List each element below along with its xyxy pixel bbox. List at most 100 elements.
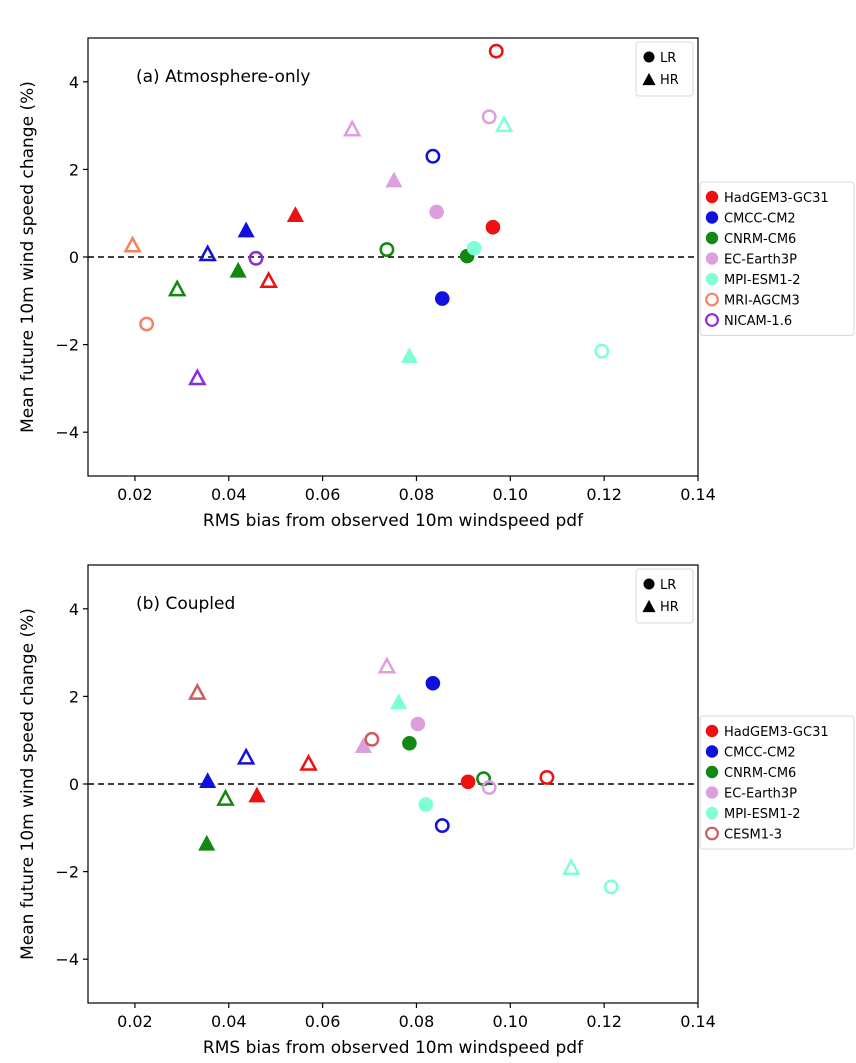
legend-marker-hadgem3-gc31 bbox=[705, 724, 719, 738]
x-tick-label: 0.08 bbox=[399, 485, 435, 504]
panel-label: (a) Atmosphere-only bbox=[136, 67, 310, 87]
x-tick-label: 0.10 bbox=[492, 485, 528, 504]
y-tick-label: −2 bbox=[55, 336, 79, 355]
legend-marker-mri-agcm3 bbox=[705, 292, 719, 307]
point-nicam-1-6-lr-open bbox=[248, 250, 264, 266]
x-tick-label: 0.06 bbox=[305, 485, 341, 504]
shape-legend: LR HR bbox=[635, 568, 694, 624]
point-mri-agcm3-hr-open bbox=[123, 235, 142, 253]
x-tick-label: 0.02 bbox=[117, 1012, 153, 1031]
panel-label: (b) Coupled bbox=[136, 594, 235, 614]
series-cnrm-cm6 bbox=[198, 735, 492, 851]
y-axis-title: Mean future 10m wind speed change (%) bbox=[18, 608, 38, 960]
legend-marker-cesm1-3 bbox=[705, 826, 719, 841]
shape-legend-label: HR bbox=[660, 73, 679, 88]
legend-marker-cnrm-cm6 bbox=[705, 765, 719, 779]
series-mpi-esm1-2 bbox=[400, 115, 610, 364]
series-legend-box bbox=[699, 715, 855, 850]
point-hadgem3-gc31-hr-filled bbox=[248, 786, 266, 803]
point-cnrm-cm6-lr-filled bbox=[402, 735, 417, 751]
point-nicam-1-6-hr-open bbox=[188, 368, 207, 386]
series-cmcc-cm2 bbox=[199, 675, 450, 834]
shape-legend-label: LR bbox=[660, 578, 676, 593]
x-tick-label: 0.04 bbox=[211, 1012, 247, 1031]
point-mpi-esm1-2-hr-filled bbox=[390, 693, 408, 710]
panel-b: 0.02 0.04 0.06 0.08 0.10 0.12 0.14 −4 −2 0 2 4 RMS b… bbox=[18, 564, 855, 1058]
point-cesm1-3-hr-open bbox=[188, 682, 207, 700]
legend-label-hadgem3-gc31: HadGEM3-GC31 bbox=[724, 725, 829, 740]
point-hadgem3-gc31-lr-filled bbox=[460, 774, 476, 790]
point-cnrm-cm6-hr-open bbox=[216, 788, 235, 806]
x-axis-title: RMS bias from observed 10m windspeed pdf bbox=[203, 511, 584, 531]
x-axis-title: RMS bias from observed 10m windspeed pdf bbox=[203, 1038, 584, 1058]
legend-marker-mpi-esm1-2 bbox=[705, 272, 719, 286]
legend-marker-ec-earth3p bbox=[705, 786, 719, 799]
point-cnrm-cm6-hr-filled bbox=[198, 834, 216, 851]
point-cmcc-cm2-lr-open bbox=[434, 818, 450, 834]
point-cnrm-cm6-lr-open bbox=[379, 242, 395, 258]
y-tick-label: 0 bbox=[69, 775, 79, 794]
point-ec-earth3p-lr-open bbox=[481, 109, 497, 125]
legend-marker-triangle bbox=[642, 72, 656, 86]
panel-a: 0.02 0.04 0.06 0.08 0.10 0.12 0.14 −4 −2 0 2 4 RMS b… bbox=[18, 37, 855, 531]
point-ec-earth3p-hr-filled bbox=[354, 737, 372, 753]
point-cmcc-cm2-hr-open bbox=[198, 244, 217, 262]
x-tick-label: 0.12 bbox=[586, 1012, 622, 1031]
legend-label-nicam-1-6: NICAM-1.6 bbox=[724, 314, 792, 329]
shape-legend-label: LR bbox=[660, 51, 676, 66]
point-mri-agcm3-lr-open bbox=[139, 316, 155, 332]
legend-label-mpi-esm1-2: MPI-ESM1-2 bbox=[724, 807, 801, 822]
point-hadgem3-gc31-hr-filled bbox=[286, 206, 304, 222]
point-ec-earth3p-hr-filled bbox=[385, 171, 403, 188]
y-axis-title: Mean future 10m wind speed change (%) bbox=[18, 81, 38, 433]
point-cnrm-cm6-hr-filled bbox=[229, 261, 247, 278]
series-cesm1-3 bbox=[188, 682, 380, 747]
series-hadgem3-gc31 bbox=[259, 43, 504, 289]
point-ec-earth3p-hr-open bbox=[342, 119, 362, 137]
series-cnrm-cm6 bbox=[167, 242, 475, 297]
series-legend: HadGEM3-GC31 CMCC-CM2 CNRM-CM6 EC-Earth3P MP… bbox=[699, 715, 855, 850]
point-hadgem3-gc31-lr-filled bbox=[485, 219, 501, 235]
point-ec-earth3p-lr-filled bbox=[429, 204, 444, 220]
x-tick-label: 0.08 bbox=[399, 1012, 435, 1031]
legend-marker-circle bbox=[643, 578, 655, 590]
legend-label-mri-agcm3: MRI-AGCM3 bbox=[724, 294, 800, 309]
point-cmcc-cm2-lr-open bbox=[425, 148, 441, 164]
point-hadgem3-gc31-lr-open bbox=[539, 769, 555, 785]
legend-marker-circle bbox=[643, 51, 655, 63]
shape-legend: LR HR bbox=[635, 41, 694, 97]
legend-marker-cnrm-cm6 bbox=[705, 231, 719, 245]
series-cmcc-cm2 bbox=[198, 148, 450, 306]
series-legend: HadGEM3-GC31 CMCC-CM2 CNRM-CM6 EC-Earth3P MP… bbox=[699, 181, 855, 336]
y-tick-label: 4 bbox=[69, 600, 79, 619]
point-mpi-esm1-2-lr-filled bbox=[418, 797, 434, 812]
y-tick-label: −4 bbox=[55, 950, 79, 969]
point-ec-earth3p-lr-open bbox=[481, 780, 497, 795]
point-cmcc-cm2-lr-filled bbox=[425, 675, 441, 691]
y-tick-label: −2 bbox=[55, 863, 79, 882]
legend-marker-cmcc-cm2 bbox=[705, 211, 719, 224]
legend-label-hadgem3-gc31: HadGEM3-GC31 bbox=[724, 191, 829, 206]
legend-marker-cmcc-cm2 bbox=[705, 745, 719, 758]
point-hadgem3-gc31-lr-open bbox=[488, 43, 504, 59]
series-ec-earth3p bbox=[354, 656, 497, 795]
x-tick-label: 0.02 bbox=[117, 485, 153, 504]
series-mri-agcm3 bbox=[123, 235, 155, 332]
legend-marker-nicam-1-6 bbox=[705, 313, 719, 327]
legend-marker-triangle bbox=[642, 599, 656, 613]
y-tick-label: 0 bbox=[69, 248, 79, 267]
point-mpi-esm1-2-lr-filled bbox=[466, 240, 482, 256]
legend-marker-mpi-esm1-2 bbox=[705, 806, 719, 820]
series-mpi-esm1-2 bbox=[390, 693, 619, 895]
legend-label-mpi-esm1-2: MPI-ESM1-2 bbox=[724, 273, 801, 288]
point-mpi-esm1-2-hr-open bbox=[494, 115, 514, 133]
legend-marker-ec-earth3p bbox=[705, 252, 719, 265]
x-tick-label: 0.14 bbox=[680, 485, 716, 504]
point-mpi-esm1-2-lr-open bbox=[594, 343, 610, 359]
point-cnrm-cm6-hr-open bbox=[167, 279, 187, 297]
y-tick-label: 2 bbox=[69, 160, 79, 179]
point-cesm1-3-lr-open bbox=[364, 731, 380, 747]
point-ec-earth3p-lr-filled bbox=[410, 716, 426, 732]
point-mpi-esm1-2-hr-open bbox=[562, 857, 581, 876]
legend-label-ec-earth3p: EC-Earth3P bbox=[724, 253, 797, 268]
